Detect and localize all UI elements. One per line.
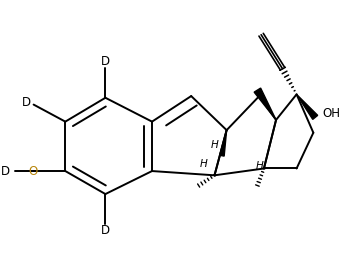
Text: D: D <box>1 165 10 178</box>
Polygon shape <box>254 88 276 120</box>
Text: H: H <box>255 161 263 171</box>
Text: D: D <box>101 224 110 237</box>
Text: H: H <box>199 159 207 169</box>
Text: OH: OH <box>323 107 341 120</box>
Text: D: D <box>22 96 31 108</box>
Text: H: H <box>211 140 219 150</box>
Polygon shape <box>297 94 318 119</box>
Text: D: D <box>101 56 110 68</box>
Text: O: O <box>28 165 37 178</box>
Polygon shape <box>220 130 227 156</box>
